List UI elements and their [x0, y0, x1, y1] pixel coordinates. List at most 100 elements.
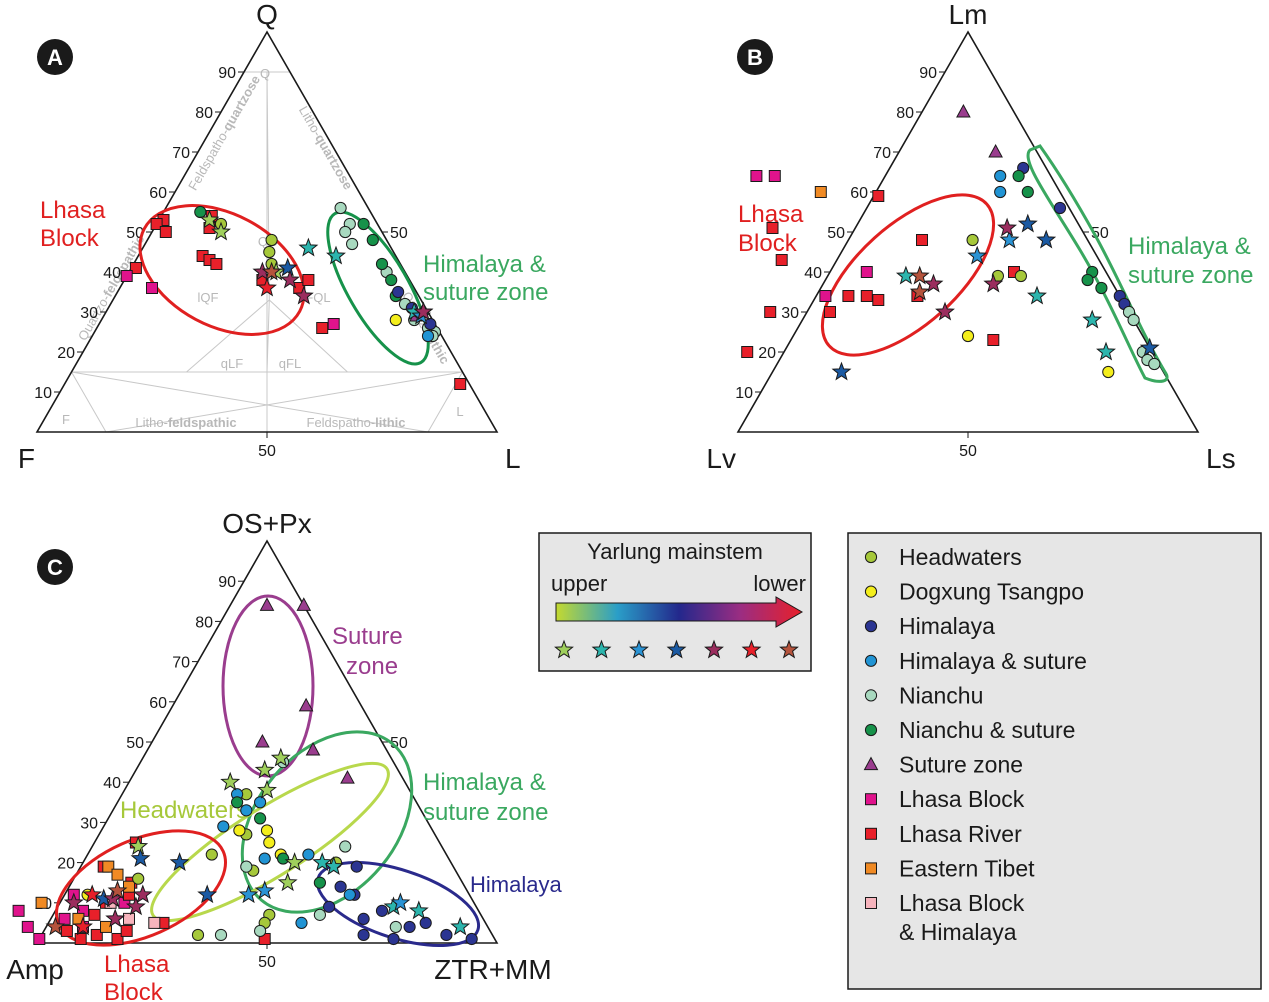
- data-point-star1: [220, 771, 241, 791]
- data-point-himalaya: [387, 932, 400, 946]
- data-point-lhasa_block_himalaya: [123, 912, 135, 925]
- legend-label-lhasa_river: Lhasa River: [899, 821, 1022, 847]
- data-point-star2: [326, 245, 346, 265]
- classification-line: [268, 299, 348, 373]
- data-point-star4: [1036, 229, 1057, 249]
- panel-a: QQuartzo-feldspathicFeldspatho-quartzose…: [18, 0, 549, 474]
- data-point-star5: [105, 908, 126, 928]
- mainstem-star-star5: [704, 639, 724, 659]
- data-point-nianchu_suture: [194, 205, 207, 219]
- group-label-lhasa: Block: [40, 225, 100, 252]
- data-point-headwaters: [966, 233, 979, 247]
- data-point-nianchu: [313, 908, 326, 921]
- data-point-nianchu_suture: [375, 257, 389, 271]
- envelope-himalaya-suture: [240, 730, 414, 914]
- data-point-nianchu_suture: [357, 217, 370, 231]
- data-point-lhasa_river: [987, 334, 1000, 346]
- data-point-nianchu_suture: [1095, 281, 1108, 295]
- legend-marker-lhasa_block_himalaya: [865, 897, 877, 909]
- data-point-suture_zone: [956, 103, 971, 118]
- panel-badge-label: C: [47, 555, 63, 580]
- data-point-dogxung: [961, 329, 975, 343]
- data-point-himalaya: [357, 928, 370, 942]
- data-point-lhasa_block: [58, 912, 71, 925]
- data-point-lhasa_block: [12, 904, 25, 917]
- data-point-himalaya: [1053, 201, 1067, 215]
- legend-label-nianchu_suture: Nianchu & suture: [899, 717, 1075, 743]
- data-point-lhasa_block_himalaya: [148, 916, 161, 929]
- data-point-himalaya_suture: [258, 852, 271, 865]
- group-label-himalaya: Himalaya &: [423, 251, 546, 278]
- field-label: Feldspatho-lithic: [307, 415, 406, 430]
- legend-marker-suture_zone: [863, 756, 879, 771]
- data-point-lhasa_river: [210, 258, 223, 270]
- data-point-nianchu_suture: [231, 796, 244, 809]
- tick-label: 90: [218, 574, 236, 591]
- legend-marker-dogxung: [864, 585, 878, 598]
- data-point-eastern_tibet: [102, 860, 115, 873]
- tick-label: 50: [390, 735, 408, 752]
- data-point-himalaya: [375, 904, 389, 917]
- data-point-star2: [1082, 309, 1103, 329]
- data-point-himalaya_suture: [994, 185, 1007, 199]
- data-point-lhasa_block: [120, 270, 133, 282]
- data-point-star4: [831, 361, 852, 381]
- field-label: L: [456, 404, 463, 419]
- tick-label: 70: [172, 145, 190, 162]
- data-point-star5: [935, 301, 955, 321]
- data-point-star3: [238, 884, 259, 904]
- apex-label-top: Lm: [949, 0, 988, 30]
- tick-label: 40: [103, 265, 121, 282]
- group-label-himalaya: Himalaya: [470, 872, 562, 897]
- data-point-star1: [277, 872, 298, 892]
- apex-label-right: Ls: [1206, 443, 1236, 474]
- tick-label: 70: [873, 145, 891, 162]
- data-point-lhasa_river: [775, 254, 788, 266]
- legend-label-lhasa_block: Lhasa Block: [899, 786, 1025, 812]
- legend-marker-headwaters: [864, 550, 878, 564]
- data-point-eastern_tibet: [111, 868, 124, 881]
- tick-label: 40: [103, 775, 121, 792]
- apex-label-left: F: [18, 443, 35, 474]
- data-point-lhasa_block: [33, 932, 46, 945]
- data-point-star4: [1139, 337, 1160, 357]
- data-point-headwaters: [191, 928, 205, 942]
- data-point-nianchu_suture: [313, 876, 326, 889]
- data-point-star5: [280, 269, 300, 289]
- group-label-lhasa: Lhasa: [40, 197, 106, 224]
- panel-badge: [37, 39, 73, 75]
- data-point-star7: [261, 261, 282, 281]
- field-label: F: [62, 412, 70, 427]
- field-label: Litho-feldspathic: [135, 415, 236, 430]
- data-point-dogxung: [263, 836, 276, 849]
- data-point-star1: [257, 779, 277, 799]
- data-point-dogxung: [260, 824, 274, 837]
- data-point-lhasa_river: [90, 928, 103, 941]
- apex-label-top: OS+Px: [222, 508, 311, 539]
- data-point-star2: [1096, 341, 1116, 361]
- legend-area: Yarlung mainstem upper lower Headwaters Dogx…: [538, 532, 1262, 990]
- tick-label: 70: [172, 655, 190, 672]
- classification-line: [71, 371, 107, 433]
- group-label-himalaya: Himalaya &: [1128, 233, 1251, 260]
- data-point-nianchu: [346, 237, 359, 251]
- group-label-himalaya: suture zone: [1128, 262, 1253, 289]
- data-point-himalaya: [334, 880, 347, 893]
- data-point-star7: [107, 880, 128, 900]
- tick-label: 60: [149, 695, 167, 712]
- data-point-star5: [125, 896, 146, 916]
- data-point-lhasa_river: [74, 932, 87, 945]
- data-point-headwaters: [1014, 269, 1028, 283]
- data-point-himalaya: [465, 932, 478, 946]
- group-label-himalaya-suture: Himalaya &: [423, 769, 546, 796]
- data-point-star2: [450, 916, 471, 936]
- legend-label-lhasa_block_himalaya: & Himalaya: [899, 919, 1017, 945]
- data-point-nianchu: [214, 928, 228, 942]
- data-point-star1: [199, 209, 220, 229]
- data-point-nianchu: [334, 201, 347, 215]
- apex-label-left: Amp: [6, 954, 64, 985]
- apex-label-left: Lv: [706, 443, 736, 474]
- group-label-lhasa: Lhasa: [104, 951, 170, 978]
- data-point-suture_zone: [305, 741, 321, 756]
- tick-label: 30: [781, 305, 799, 322]
